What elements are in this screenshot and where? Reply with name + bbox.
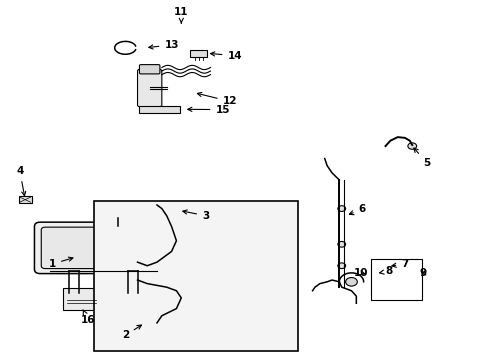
FancyBboxPatch shape <box>137 69 162 107</box>
Text: 16: 16 <box>81 310 95 325</box>
Circle shape <box>109 209 126 222</box>
Text: 4: 4 <box>16 166 26 196</box>
Circle shape <box>337 263 345 269</box>
FancyBboxPatch shape <box>34 222 172 274</box>
Text: 14: 14 <box>210 51 242 61</box>
FancyBboxPatch shape <box>139 107 180 113</box>
Text: 2: 2 <box>122 325 141 341</box>
Text: 8: 8 <box>379 266 392 276</box>
Text: 3: 3 <box>183 210 209 221</box>
FancyBboxPatch shape <box>19 197 31 203</box>
Text: 13: 13 <box>148 40 179 50</box>
Text: 11: 11 <box>174 7 188 23</box>
Text: 7: 7 <box>391 259 408 269</box>
Text: 9: 9 <box>419 268 426 278</box>
Bar <box>94 202 297 351</box>
Circle shape <box>345 278 357 286</box>
FancyBboxPatch shape <box>41 227 165 269</box>
Text: 15: 15 <box>187 105 229 114</box>
FancyBboxPatch shape <box>139 64 160 74</box>
FancyBboxPatch shape <box>190 50 206 58</box>
Text: 10: 10 <box>353 268 367 278</box>
Text: 5: 5 <box>413 148 429 168</box>
FancyBboxPatch shape <box>63 288 100 310</box>
Circle shape <box>337 242 345 247</box>
Text: 12: 12 <box>197 93 237 107</box>
Bar <box>370 258 421 300</box>
Text: 6: 6 <box>348 204 365 215</box>
Text: 1: 1 <box>49 257 73 269</box>
Circle shape <box>407 143 416 149</box>
Circle shape <box>337 206 345 211</box>
